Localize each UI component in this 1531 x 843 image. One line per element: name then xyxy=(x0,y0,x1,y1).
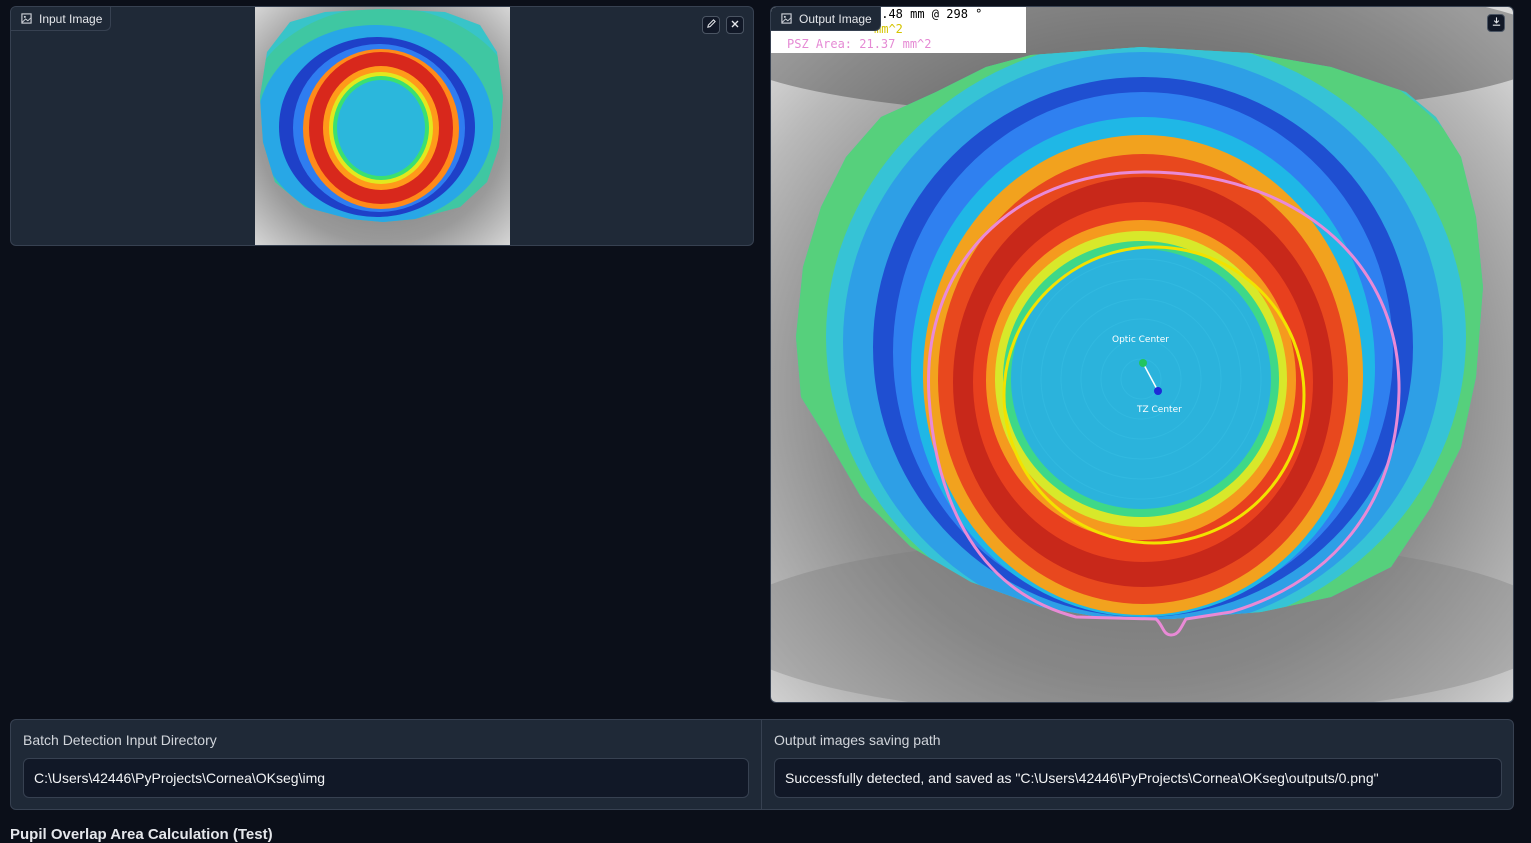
psz-contour xyxy=(927,170,1401,637)
batch-output-block: Output images saving path Successfully d… xyxy=(762,720,1513,809)
optic-center-label: Optic Center xyxy=(1112,335,1169,345)
decentration-text: 0.48 mm @ 298 ° xyxy=(874,7,983,21)
image-icon xyxy=(21,13,32,24)
batch-input-block: Batch Detection Input Directory C:\Users… xyxy=(11,720,762,809)
input-topography-image xyxy=(255,7,510,245)
tz-center-label: TZ Center xyxy=(1136,405,1182,415)
psz-area-text: PSZ Area: 21.37 mm^2 xyxy=(787,37,932,51)
output-topography-image: Optic Center TZ Center xyxy=(771,7,1513,702)
input-image-label-chip: Input Image xyxy=(11,7,112,31)
clear-image-button[interactable] xyxy=(726,16,744,34)
tz-area-text: mm^2 xyxy=(874,22,903,36)
download-icon xyxy=(1491,14,1502,32)
output-image-label-chip: Output Image xyxy=(771,7,881,31)
output-path-field[interactable]: Successfully detected, and saved as "C:\… xyxy=(774,758,1502,798)
batch-detection-panel: Batch Detection Input Directory C:\Users… xyxy=(10,719,1514,810)
edit-button[interactable] xyxy=(702,16,720,34)
input-image-panel: Input Image xyxy=(10,6,754,246)
image-icon xyxy=(781,13,792,24)
pencil-icon xyxy=(706,16,717,34)
input-image-label: Input Image xyxy=(39,11,103,26)
output-path-label: Output images saving path xyxy=(774,732,941,748)
output-image-label: Output Image xyxy=(799,11,872,26)
tz-contour xyxy=(1002,245,1306,545)
download-button[interactable] xyxy=(1487,14,1505,32)
tz-center-dot xyxy=(1154,387,1162,395)
batch-input-field[interactable]: C:\Users\42446\PyProjects\Cornea\OKseg\i… xyxy=(23,758,749,798)
output-image-panel: Output Image 0.48 mm @ 298 ° mm^2 PSZ Ar… xyxy=(770,6,1514,703)
optic-center-dot xyxy=(1139,359,1147,367)
pupil-overlap-section-title: Pupil Overlap Area Calculation (Test) xyxy=(10,826,273,843)
close-icon xyxy=(730,16,740,34)
batch-input-label: Batch Detection Input Directory xyxy=(23,732,217,748)
